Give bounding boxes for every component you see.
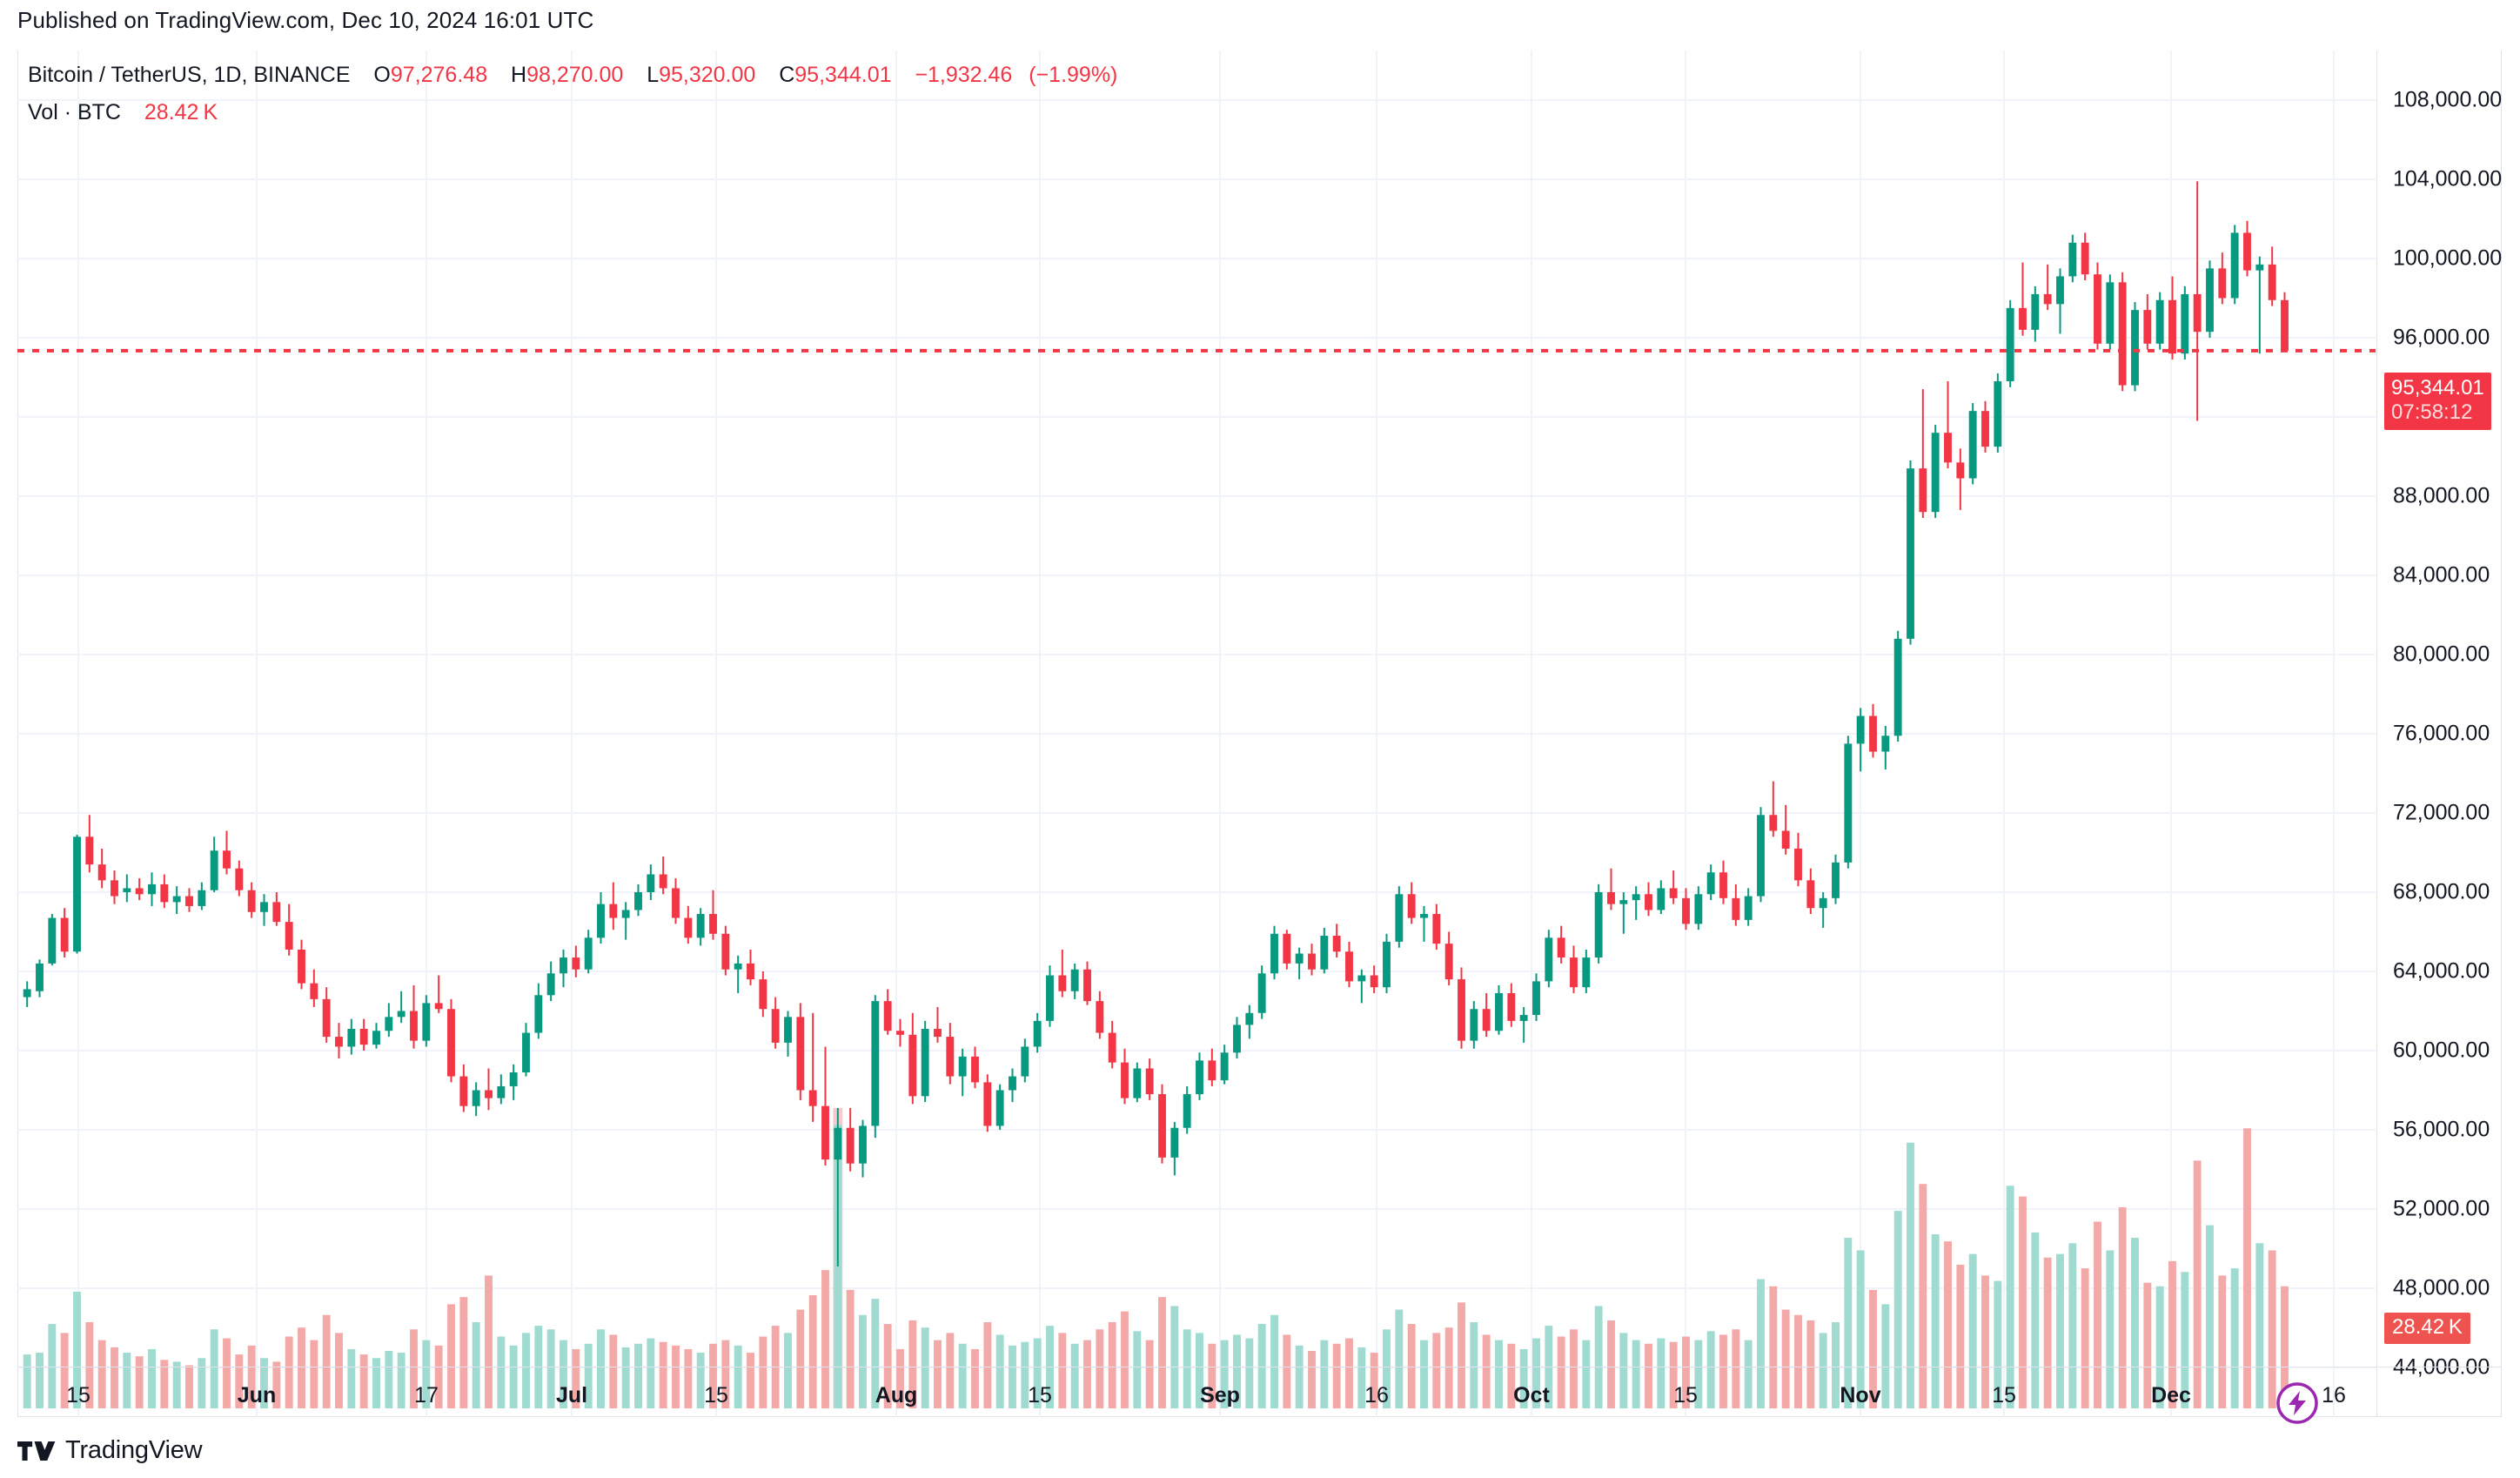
time-tick-label: 15 xyxy=(704,1383,728,1407)
published-caption: Published on TradingView.com, Dec 10, 20… xyxy=(17,7,594,33)
price-tick-label: 72,000.00 xyxy=(2393,800,2490,825)
legend-volume-row[interactable]: Vol · BTC 28.42 K xyxy=(28,97,1117,128)
legend-change-percent: (−1.99%) xyxy=(1029,63,1118,87)
time-tick-label: 15 xyxy=(1028,1383,1052,1407)
price-tick-label: 76,000.00 xyxy=(2393,721,2490,746)
current-price-tag[interactable]: 95,344.01 07:58:12 xyxy=(2384,372,2491,430)
time-tick-label: Nov xyxy=(1840,1383,1881,1407)
legend-volume-label: Vol · BTC xyxy=(28,100,121,125)
legend-close-key: C xyxy=(779,63,795,87)
time-tick-label: Aug xyxy=(875,1383,918,1407)
legend-volume-value: 28.42 K xyxy=(144,100,218,125)
price-tick-label: 56,000.00 xyxy=(2393,1117,2490,1142)
legend-symbol-title: Bitcoin / TetherUS, 1D, BINANCE xyxy=(28,63,351,87)
price-tick-label: 68,000.00 xyxy=(2393,879,2490,904)
price-tick-label: 96,000.00 xyxy=(2393,325,2490,350)
current-price-value: 95,344.01 xyxy=(2391,375,2484,400)
legend-open-key: O xyxy=(373,63,391,87)
price-tick-label: 104,000.00 xyxy=(2393,166,2503,191)
legend-high-key: H xyxy=(511,63,527,87)
time-tick-label: Oct xyxy=(1513,1383,1550,1407)
time-tick-label: Dec xyxy=(2151,1383,2191,1407)
time-scale[interactable]: 15 Jun 17 Jul 15 Aug 15 Sep 16 Oct 15 Nov 15 Dec 16 xyxy=(17,1367,2502,1417)
legend-close-value: 95,344.01 xyxy=(794,63,892,87)
time-tick-label: 15 xyxy=(1673,1383,1698,1407)
bar-countdown: 07:58:12 xyxy=(2391,400,2473,425)
legend-low-key: L xyxy=(647,63,660,87)
price-tick-label: 88,000.00 xyxy=(2393,483,2490,508)
tradingview-branding: TradingView xyxy=(17,1436,203,1465)
legend-symbol-row[interactable]: Bitcoin / TetherUS, 1D, BINANCE O97,276.… xyxy=(28,59,1117,91)
legend-change-absolute: −1,932.46 xyxy=(915,63,1013,87)
legend-high-value: 98,270.00 xyxy=(526,63,624,87)
price-tick-label: 84,000.00 xyxy=(2393,562,2490,588)
price-tick-label: 80,000.00 xyxy=(2393,642,2490,667)
price-tick-label: 60,000.00 xyxy=(2393,1038,2490,1063)
time-tick-label: 16 xyxy=(2322,1383,2346,1407)
volume-value-tag[interactable]: 28.42 K xyxy=(2384,1312,2470,1344)
tradingview-logo-icon xyxy=(17,1439,56,1463)
price-tick-label: 64,000.00 xyxy=(2393,958,2490,984)
lightning-bolt-icon[interactable] xyxy=(2275,1381,2320,1426)
time-tick-label: Sep xyxy=(1200,1383,1240,1407)
time-tick-label: 17 xyxy=(414,1383,439,1407)
time-tick-label: 15 xyxy=(66,1383,90,1407)
vertical-gridlines xyxy=(77,50,2335,1417)
price-tick-label: 48,000.00 xyxy=(2393,1275,2490,1300)
legend-low-value: 95,320.00 xyxy=(659,63,756,87)
legend-open-value: 97,276.48 xyxy=(390,63,488,87)
time-tick-label: 16 xyxy=(1364,1383,1389,1407)
price-scale[interactable]: 108,000.00 104,000.00 100,000.00 96,000.00 9… xyxy=(2376,50,2502,1417)
candlesticks xyxy=(23,181,2289,1266)
time-tick-label: Jun xyxy=(237,1383,277,1407)
time-tick-label: Jul xyxy=(555,1383,588,1407)
tradingview-wordmark: TradingView xyxy=(65,1436,203,1464)
time-tick-label: 15 xyxy=(1992,1383,2016,1407)
chart-legend[interactable]: Bitcoin / TetherUS, 1D, BINANCE O97,276.… xyxy=(28,59,1117,129)
candlestick-canvas[interactable] xyxy=(17,50,2376,1417)
price-tick-label: 100,000.00 xyxy=(2393,245,2503,271)
chart-plot-area[interactable] xyxy=(17,50,2376,1417)
price-tick-label: 108,000.00 xyxy=(2393,87,2503,112)
price-tick-label: 52,000.00 xyxy=(2393,1196,2490,1221)
volume-bars xyxy=(23,1125,2289,1408)
